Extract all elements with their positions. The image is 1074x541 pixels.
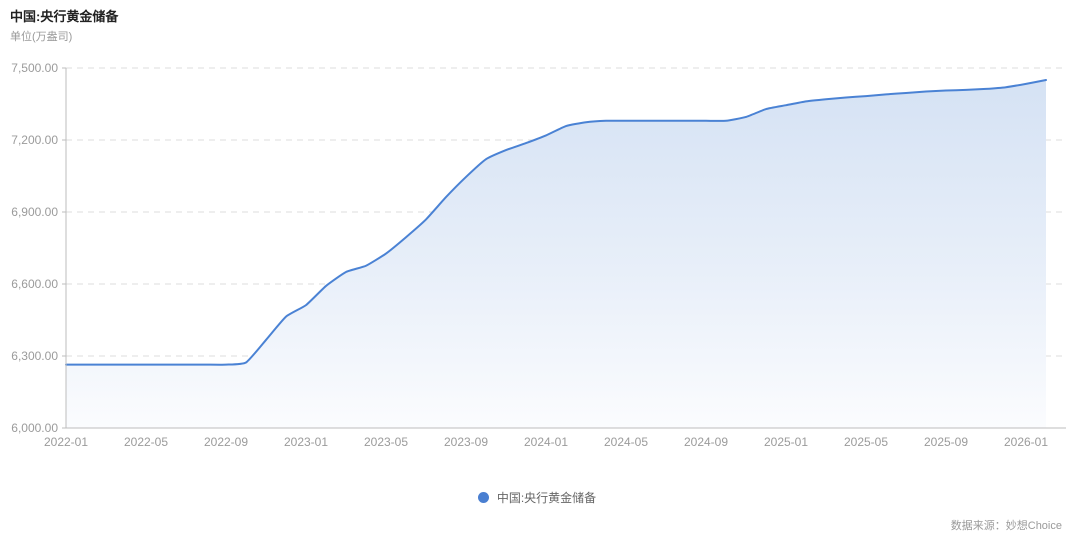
series-group [65,79,1047,428]
x-axis-tick-label: 2025-09 [924,435,968,449]
x-axis-tick-label: 2022-09 [204,435,248,449]
chart-legend[interactable]: 中国:央行黄金储备 [0,489,1074,506]
x-axis-tick-label: 2024-01 [524,435,568,449]
chart-plot-area: 6,000.00 6,300.00 6,600.00 6,900.00 7,200.00… [11,61,1066,449]
y-axis-tick-label: 7,500.00 [11,61,58,75]
y-axis-tick-label: 7,200.00 [11,133,58,147]
x-axis-tick-label: 2023-09 [444,435,488,449]
legend-item[interactable]: 中国:央行黄金储备 [477,489,597,506]
x-axis-tick-label: 2024-05 [604,435,648,449]
x-axis-tick-label: 2025-05 [844,435,888,449]
y-axis-tick-label: 6,000.00 [11,421,58,435]
y-axis-labels: 6,000.00 6,300.00 6,600.00 6,900.00 7,200.00… [11,61,58,435]
x-axis-tick-label: 2024-09 [684,435,728,449]
axis-lines [62,67,1066,429]
series-area-fill [66,80,1046,428]
x-axis-tick-label: 2022-05 [124,435,168,449]
x-axis-tick-label: 2023-05 [364,435,408,449]
series-line [65,79,1047,366]
x-axis-labels: 2022-01 2022-05 2022-09 2023-01 2023-05 2023-… [44,435,1048,449]
x-axis-tick-label: 2022-01 [44,435,88,449]
y-axis-tick-label: 6,600.00 [11,277,58,291]
data-source-note: 数据来源：妙想Choice [950,520,1062,532]
x-axis-tick-label: 2023-01 [284,435,328,449]
y-axis-tick-label: 6,900.00 [11,205,58,219]
x-axis-tick-label: 2026-01 [1004,435,1048,449]
legend-item-label: 中国:央行黄金储备 [496,491,597,505]
chart-title: 中国:央行黄金储备 [10,9,119,24]
x-axis-tick-label: 2025-01 [764,435,808,449]
y-axis-tick-label: 6,300.00 [11,349,58,363]
legend-marker-dot [477,492,489,503]
chart-unit-subtitle: 单位(万盎司) [10,31,73,43]
